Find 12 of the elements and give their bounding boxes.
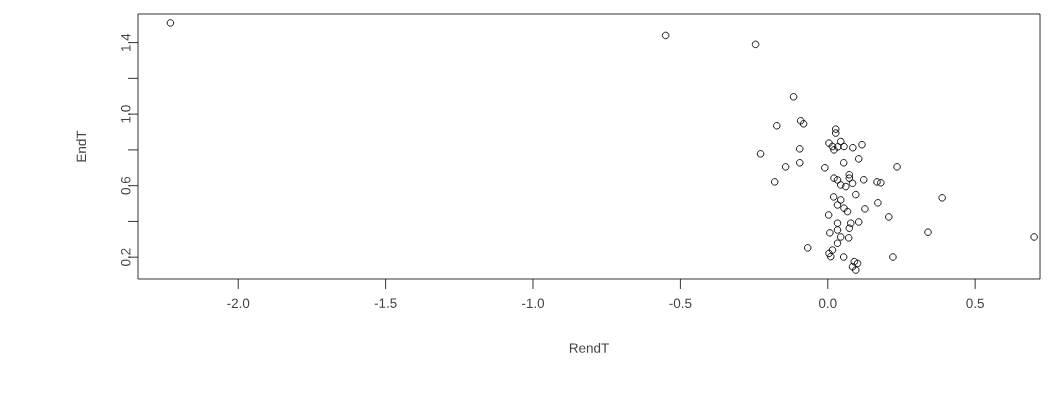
x-tick-label: -2.0 bbox=[227, 298, 250, 309]
x-tick-label: -1.0 bbox=[522, 298, 545, 309]
x-tick-label: -1.5 bbox=[374, 298, 397, 308]
x-axis-title: RendT bbox=[569, 342, 609, 353]
y-tick-label: 1.0 bbox=[120, 105, 131, 123]
x-tick-label: 0.5 bbox=[966, 298, 984, 309]
x-tick-label: -0.5 bbox=[669, 298, 692, 309]
x-tick-label: 0.0 bbox=[818, 298, 837, 309]
y-tick-label: 1.4 bbox=[121, 33, 131, 51]
y-tick-label: 0.6 bbox=[120, 176, 131, 195]
y-tick-label: 0.2 bbox=[120, 248, 131, 266]
y-axis-title: EndT bbox=[76, 130, 87, 162]
